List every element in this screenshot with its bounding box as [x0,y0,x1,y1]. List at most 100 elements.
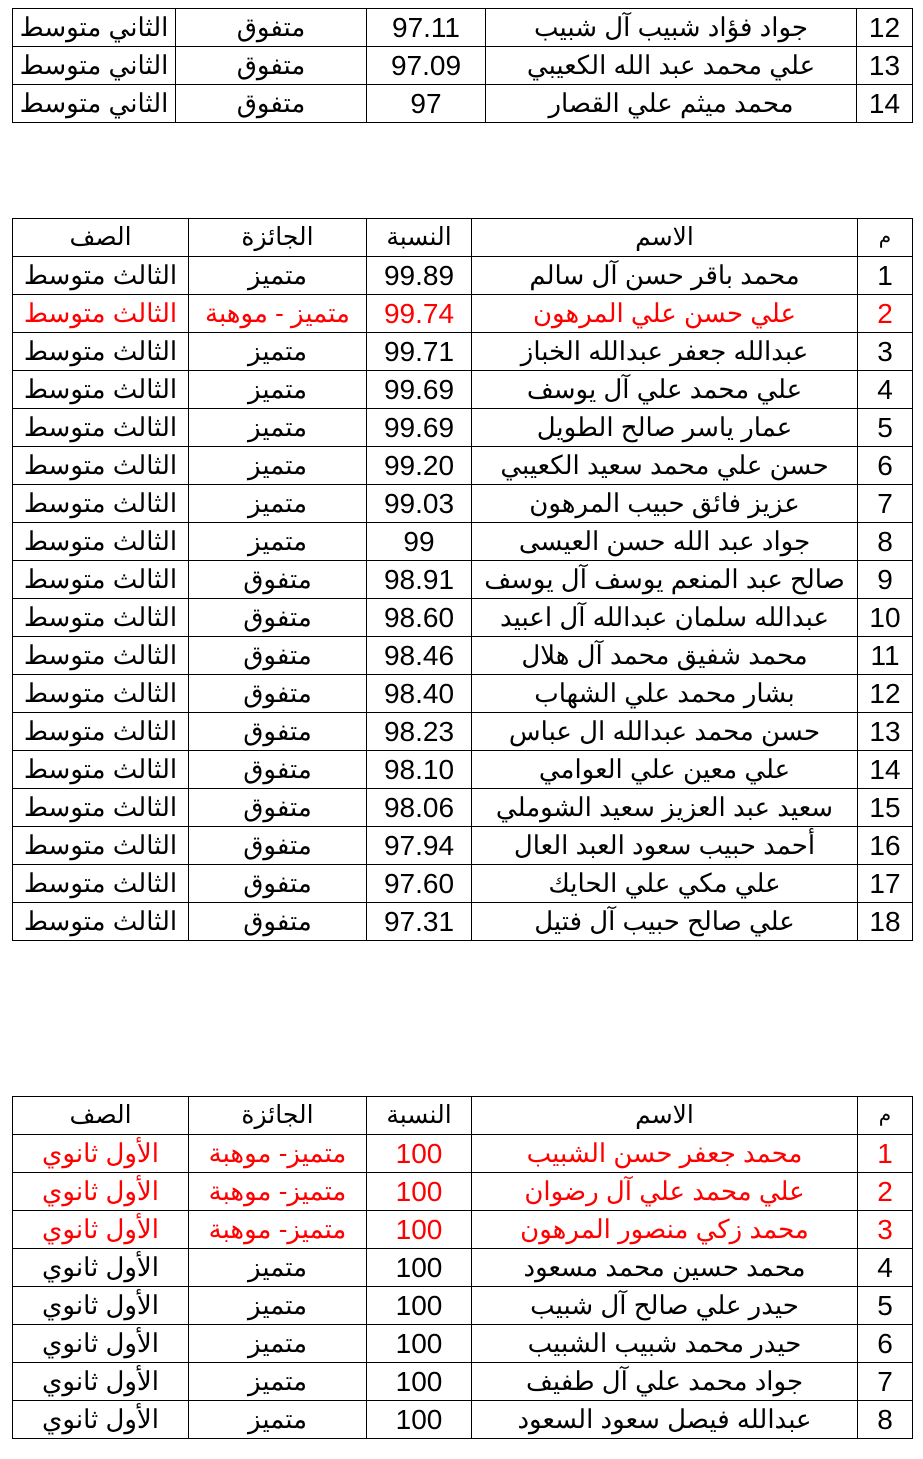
table-row: 2 علي محمد علي آل رضوان 100 متميز- موهبة الأ… [12,1172,913,1211]
cell-grade: الثالث متوسط [12,446,189,485]
cell-name: عبدالله فيصل سعود السعود [471,1400,858,1439]
cell-grade: الثالث متوسط [12,294,189,333]
table-row: 15 سعيد عبد العزيز سعيد الشوملي 98.06 متفوق… [12,788,913,827]
cell-award: متفوق [188,674,367,713]
cell-award: متميز [188,1248,367,1287]
table-row: 16 أحمد حبيب سعود العبد العال 97.94 متفوق ال… [12,826,913,865]
cell-award: متفوق [188,788,367,827]
cell-grade: الأول ثانوي [12,1134,189,1173]
cell-award: متفوق [188,750,367,789]
cell-award: متفوق [188,560,367,599]
cell-award: متميز [188,446,367,485]
cell-n: 1 [857,256,913,295]
column-header-pct: النسبة [366,1096,472,1135]
cell-n: 7 [857,484,913,523]
cell-pct: 100 [366,1134,472,1173]
cell-pct: 98.40 [366,674,472,713]
cell-award: متميز [188,1400,367,1439]
cell-grade: الثالث متوسط [12,788,189,827]
cell-award: متميز- موهبة [188,1172,367,1211]
cell-grade: الثالث متوسط [12,750,189,789]
cell-name: حسن علي محمد سعيد الكعيبي [471,446,858,485]
students-table-first-secondary: م الاسم النسبة الجائزة الصف 1 محمد جعفر حسن ا… [12,1096,913,1439]
cell-n: 1 [857,1134,913,1173]
cell-name: محمد حسين محمد مسعود [471,1248,858,1287]
cell-award: متميز - موهبة [188,294,367,333]
table-row: 17 علي مكي علي الحايك 97.60 متفوق الثالث متو… [12,864,913,903]
cell-grade: الثالث متوسط [12,674,189,713]
cell-award: متفوق [188,902,367,941]
column-header-grade: الصف [12,218,189,257]
table-row: 13 علي محمد عبد الله الكعيبي 97.09 متفوق الث… [12,46,913,85]
table-row: 3 محمد زكي منصور المرهون 100 متميز- موهبة ال… [12,1210,913,1249]
cell-name: علي محمد عبد الله الكعيبي [485,46,857,85]
cell-n: 17 [857,864,913,903]
cell-n: 7 [857,1362,913,1401]
header-row: م الاسم النسبة الجائزة الصف [12,1096,913,1135]
cell-name: علي حسن علي المرهون [471,294,858,333]
cell-pct: 100 [366,1286,472,1325]
table-row: 13 حسن محمد عبدالله ال عباس 98.23 متفوق الثا… [12,712,913,751]
cell-award: متميز [188,484,367,523]
cell-pct: 99.20 [366,446,472,485]
table-row: 14 محمد ميثم علي القصار 97 متفوق الثاني متوس… [12,84,913,123]
cell-grade: الثالث متوسط [12,826,189,865]
cell-name: عبدالله جعفر عبدالله الخباز [471,332,858,371]
cell-name: عزيز فائق حبيب المرهون [471,484,858,523]
table-row: 1 محمد باقر حسن آل سالم 99.89 متميز الثالث م… [12,256,913,295]
cell-grade: الأول ثانوي [12,1324,189,1363]
cell-grade: الثاني متوسط [12,8,176,47]
cell-pct: 100 [366,1400,472,1439]
cell-grade: الثالث متوسط [12,560,189,599]
cell-award: متميز- موهبة [188,1134,367,1173]
cell-n: 2 [857,294,913,333]
table-row: 18 علي صالح حبيب آل فتيل 97.31 متفوق الثالث … [12,902,913,941]
column-header-grade: الصف [12,1096,189,1135]
table-row: 7 جواد محمد علي آل طفيف 100 متميز الأول ثانو… [12,1362,913,1401]
cell-n: 12 [857,674,913,713]
cell-award: متميز [188,332,367,371]
cell-award: متميز [188,1362,367,1401]
table-body: 1 محمد جعفر حسن الشبيب 100 متميز- موهبة الأو… [12,1134,913,1439]
cell-award: متميز [188,256,367,295]
table-row: 4 علي محمد علي آل يوسف 99.69 متميز الثالث مت… [12,370,913,409]
cell-n: 10 [857,598,913,637]
table-row: 6 حسن علي محمد سعيد الكعيبي 99.20 متميز الثا… [12,446,913,485]
cell-n: 14 [856,84,913,123]
cell-name: حيدر علي صالح آل شبيب [471,1286,858,1325]
column-header-name: الاسم [471,1096,858,1135]
cell-n: 6 [857,1324,913,1363]
table-row: 8 عبدالله فيصل سعود السعود 100 متميز الأول ث… [12,1400,913,1439]
column-header-n: م [857,218,913,257]
cell-n: 3 [857,1210,913,1249]
cell-award: متفوق [175,84,367,123]
cell-name: جواد فؤاد شبيب آل شبيب [485,8,857,47]
cell-grade: الأول ثانوي [12,1362,189,1401]
cell-n: 9 [857,560,913,599]
cell-pct: 99.89 [366,256,472,295]
table-header: م الاسم النسبة الجائزة الصف [12,1096,913,1135]
cell-n: 4 [857,370,913,409]
cell-n: 8 [857,522,913,561]
table-body: 12 جواد فؤاد شبيب آل شبيب 97.11 متفوق الثاني… [12,8,913,123]
cell-award: متفوق [188,712,367,751]
students-table-second-intermediate: 12 جواد فؤاد شبيب آل شبيب 97.11 متفوق الثاني… [12,8,913,123]
cell-name: محمد شفيق محمد آل هلال [471,636,858,675]
cell-pct: 100 [366,1362,472,1401]
table-row: 5 حيدر علي صالح آل شبيب 100 متميز الأول ثانو… [12,1286,913,1325]
cell-name: بشار محمد علي الشهاب [471,674,858,713]
cell-grade: الثالث متوسط [12,636,189,675]
cell-grade: الثالث متوسط [12,408,189,447]
column-header-award: الجائزة [188,1096,367,1135]
cell-grade: الأول ثانوي [12,1286,189,1325]
column-header-award: الجائزة [188,218,367,257]
cell-n: 8 [857,1400,913,1439]
cell-grade: الأول ثانوي [12,1400,189,1439]
cell-grade: الثالث متوسط [12,522,189,561]
cell-n: 6 [857,446,913,485]
cell-n: 5 [857,408,913,447]
cell-n: 13 [856,46,913,85]
cell-grade: الأول ثانوي [12,1210,189,1249]
table-row: 11 محمد شفيق محمد آل هلال 98.46 متفوق الثالث… [12,636,913,675]
cell-pct: 98.60 [366,598,472,637]
